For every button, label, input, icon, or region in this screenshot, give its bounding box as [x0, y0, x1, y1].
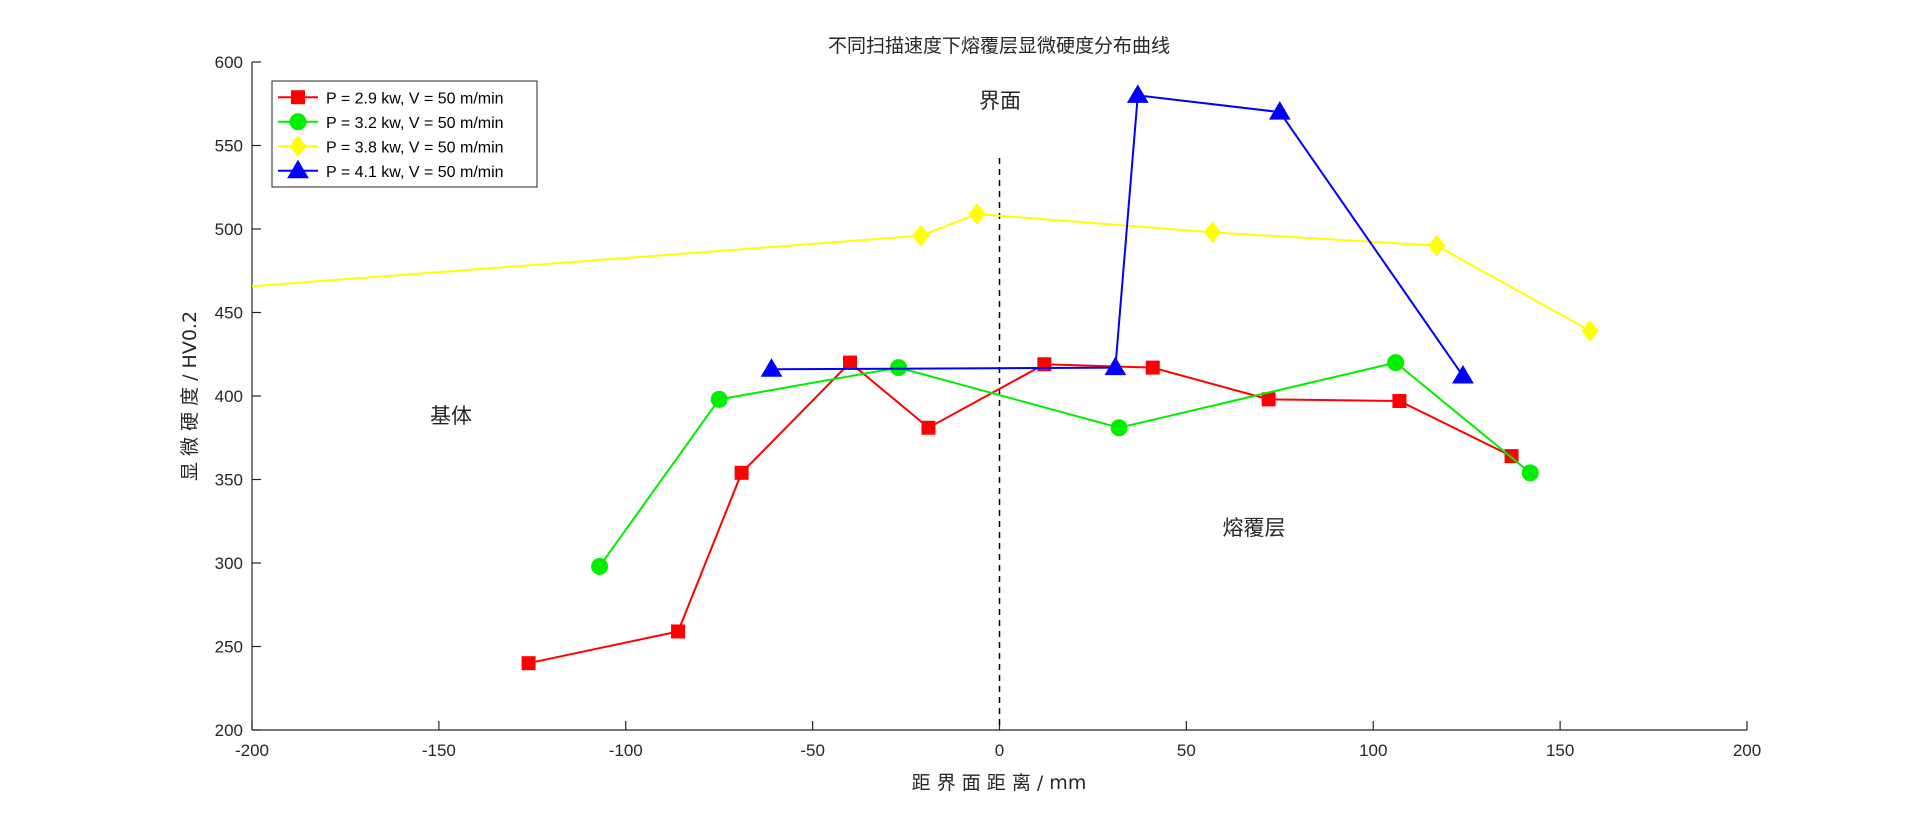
- data-point-square: [522, 657, 535, 670]
- y-tick-label: 200: [215, 721, 243, 740]
- x-axis-label: 距 界 面 距 离 / mm: [912, 772, 1087, 794]
- x-tick-label: 100: [1359, 741, 1387, 760]
- data-point-circle: [290, 114, 306, 130]
- data-point-circle: [891, 360, 907, 376]
- legend-label: P = 2.9 kw, V = 50 m/min: [326, 90, 504, 107]
- x-tick-label: -50: [800, 741, 825, 760]
- y-tick-label: 250: [215, 638, 243, 657]
- annotation-cladding: 熔覆层: [1223, 516, 1286, 540]
- y-tick-label: 550: [215, 137, 243, 156]
- annotation-interface: 界面: [979, 89, 1021, 113]
- x-tick-label: -150: [422, 741, 456, 760]
- annotation-substrate: 基体: [430, 404, 472, 428]
- legend-label: P = 4.1 kw, V = 50 m/min: [326, 164, 504, 181]
- legend: P = 2.9 kw, V = 50 m/min P = 3.2 kw, V = …: [272, 81, 537, 187]
- data-point-circle: [1111, 420, 1127, 436]
- data-point-square: [292, 91, 305, 104]
- data-point-square: [844, 356, 857, 369]
- y-tick-label: 300: [215, 554, 243, 573]
- x-tick-label: 0: [995, 741, 1004, 760]
- data-point-circle: [711, 391, 727, 407]
- y-tick-label: 350: [215, 471, 243, 490]
- x-tick-label: 150: [1546, 741, 1574, 760]
- x-tick-label: -200: [235, 741, 269, 760]
- data-point-square: [1146, 361, 1159, 374]
- legend-label: P = 3.8 kw, V = 50 m/min: [326, 139, 504, 156]
- data-point-square: [922, 421, 935, 434]
- data-point-square: [735, 466, 748, 479]
- legend-label: P = 3.2 kw, V = 50 m/min: [326, 115, 504, 132]
- y-tick-label: 450: [215, 304, 243, 323]
- y-axis-label: 显 微 硬 度 / HV0.2: [179, 311, 201, 481]
- y-tick-label: 400: [215, 387, 243, 406]
- x-tick-label: -100: [609, 741, 643, 760]
- chart-title: 不同扫描速度下熔覆层显微硬度分布曲线: [828, 35, 1170, 57]
- y-tick-label: 600: [215, 53, 243, 72]
- data-point-circle: [1388, 355, 1404, 371]
- data-point-square: [672, 625, 685, 638]
- x-tick-label: 50: [1177, 741, 1196, 760]
- data-point-square: [1262, 393, 1275, 406]
- data-point-circle: [1522, 465, 1538, 481]
- x-tick-label: 200: [1733, 741, 1761, 760]
- data-point-circle: [592, 558, 608, 574]
- y-tick-label: 500: [215, 220, 243, 239]
- data-point-square: [1393, 395, 1406, 408]
